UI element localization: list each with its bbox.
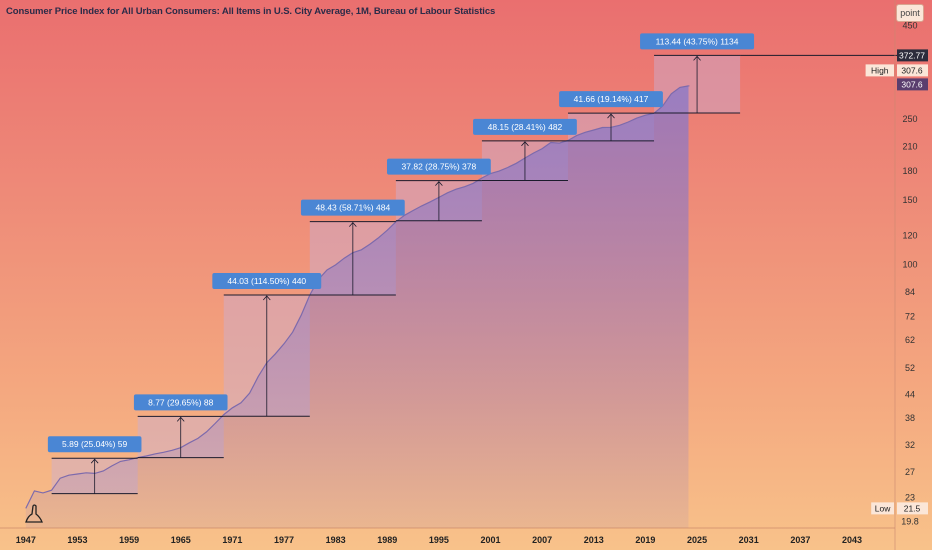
y-tick-label: 120 bbox=[902, 230, 917, 240]
measure-arrowhead bbox=[521, 141, 529, 147]
low-tag-value: 21.5 bbox=[904, 503, 921, 513]
y-tick-label: 38 bbox=[905, 413, 915, 423]
measure-label: 113.44 (43.75%) 1134 bbox=[656, 36, 739, 46]
x-tick-label: 1989 bbox=[377, 535, 397, 545]
x-tick-label: 1983 bbox=[326, 535, 346, 545]
x-tick-label: 2013 bbox=[584, 535, 604, 545]
x-tick-label: 2037 bbox=[790, 535, 810, 545]
measure-label: 5.89 (25.04%) 59 bbox=[62, 439, 127, 449]
measure-arrowhead bbox=[607, 113, 615, 119]
y-tick-label: 62 bbox=[905, 335, 915, 345]
y-tick-label: 44 bbox=[905, 390, 915, 400]
x-tick-label: 2031 bbox=[739, 535, 759, 545]
y-tick-label: 250 bbox=[902, 114, 917, 124]
measure-arrowhead bbox=[176, 416, 185, 422]
measure-label-box bbox=[640, 33, 755, 50]
series-area bbox=[25, 85, 689, 529]
y-tick-label: 27 bbox=[905, 467, 915, 477]
y-tick-label: 72 bbox=[905, 311, 915, 321]
measure-label-box bbox=[133, 394, 228, 411]
measure-arrowhead bbox=[262, 295, 271, 301]
measure-label-box bbox=[473, 118, 577, 135]
unit-button[interactable]: point bbox=[896, 4, 924, 22]
x-tick-label: 2043 bbox=[842, 535, 862, 545]
measure-arrowhead bbox=[90, 458, 99, 464]
high-tag-value: 307.6 bbox=[901, 65, 923, 75]
x-tick-label: 1995 bbox=[429, 535, 449, 545]
last-price-tag-value: 307.6 bbox=[901, 79, 923, 89]
y-tick-label: 450 bbox=[902, 20, 917, 30]
measure-label-box bbox=[212, 272, 322, 289]
y-tick-label: 52 bbox=[905, 363, 915, 373]
logo-icon bbox=[25, 504, 43, 523]
x-tick-label: 1947 bbox=[16, 535, 36, 545]
x-tick-label: 2019 bbox=[635, 535, 655, 545]
y-tick-label: 23 bbox=[905, 493, 915, 503]
measure-arrowhead bbox=[349, 222, 357, 227]
measure-label: 48.43 (58.71%) 484 bbox=[316, 203, 391, 213]
low-tag-label: Low bbox=[875, 503, 891, 513]
y-tick-label: 84 bbox=[905, 287, 915, 297]
y-tick-label: 32 bbox=[905, 440, 915, 450]
x-tick-label: 1977 bbox=[274, 535, 294, 545]
measure-label: 44.03 (114.50%) 440 bbox=[227, 276, 306, 286]
measure-label-box bbox=[559, 91, 663, 108]
y-tick-label: 210 bbox=[902, 142, 917, 152]
measure-arrowhead bbox=[693, 55, 701, 61]
x-tick-label: 2007 bbox=[532, 535, 552, 545]
x-tick-label: 2001 bbox=[481, 535, 501, 545]
y-tick-label: 180 bbox=[902, 166, 917, 176]
y-tick-label: 100 bbox=[902, 259, 917, 269]
measure-label-box bbox=[300, 199, 405, 216]
measure-label: 8.77 (29.65%) 88 bbox=[148, 397, 213, 407]
y-tick-label: 19.8 bbox=[901, 516, 919, 526]
measure-label-box bbox=[47, 436, 142, 453]
x-tick-label: 1959 bbox=[119, 535, 139, 545]
x-tick-label: 1953 bbox=[67, 535, 87, 545]
high-tag-label-box bbox=[865, 64, 894, 77]
measure-label: 41.66 (19.14%) 417 bbox=[574, 94, 649, 104]
measure-label: 37.82 (28.75%) 378 bbox=[402, 162, 477, 172]
low-tag-value-box bbox=[897, 502, 928, 515]
x-tick-label: 1965 bbox=[171, 535, 191, 545]
current-price-tag-value: 372.77 bbox=[899, 50, 925, 60]
measure-arrowhead bbox=[435, 180, 443, 186]
y-tick-label: 150 bbox=[902, 195, 917, 205]
low-tag-label-box bbox=[871, 502, 894, 515]
chart-title: Consumer Price Index for All Urban Consu… bbox=[6, 6, 496, 17]
last-price-tag-value-box bbox=[897, 78, 928, 91]
x-tick-label: 1971 bbox=[222, 535, 242, 545]
current-price-tag-value-box bbox=[897, 49, 928, 62]
high-tag-value-box bbox=[897, 64, 928, 77]
measure-label-box bbox=[386, 158, 491, 175]
measure-label: 48.15 (28.41%) 482 bbox=[488, 122, 563, 132]
x-tick-label: 2025 bbox=[687, 535, 707, 545]
high-tag-label: High bbox=[871, 65, 889, 75]
